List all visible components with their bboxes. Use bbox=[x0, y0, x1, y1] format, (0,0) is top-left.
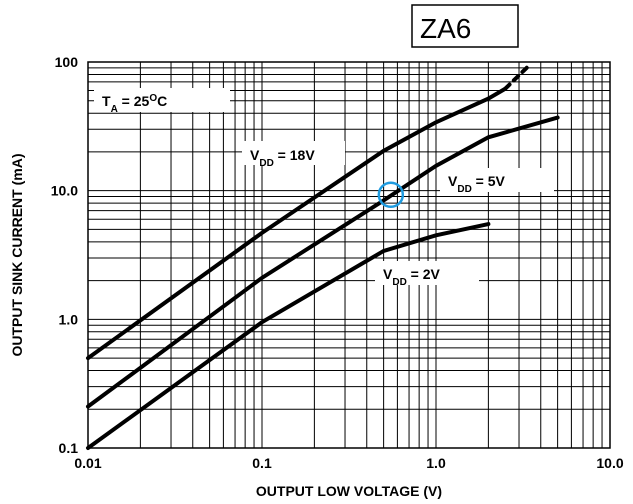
grid bbox=[88, 62, 610, 448]
y-axis-label: OUTPUT SINK CURRENT (mA) bbox=[9, 154, 25, 357]
label-part: V bbox=[250, 147, 260, 163]
x-tick-label: 0.1 bbox=[252, 455, 272, 471]
label-part: = 2V bbox=[407, 266, 441, 282]
badge: ZA6 bbox=[420, 13, 471, 44]
curve-dashed bbox=[503, 64, 531, 91]
label-part: DD bbox=[259, 158, 273, 169]
marker bbox=[377, 181, 405, 208]
x-tick-label: 1.0 bbox=[426, 455, 446, 471]
label-part: DD bbox=[457, 184, 471, 195]
series-label: VDD = 2V bbox=[383, 266, 441, 288]
curve bbox=[86, 115, 560, 409]
label-part: = 18V bbox=[274, 147, 316, 163]
label-part: A bbox=[111, 104, 118, 115]
label-part: C bbox=[157, 93, 167, 109]
badge-box bbox=[411, 4, 519, 48]
series-label: VDD = 18V bbox=[250, 147, 315, 169]
label-box bbox=[94, 88, 230, 112]
label-box bbox=[375, 261, 479, 285]
series-label: VDD = 5V bbox=[448, 173, 506, 195]
label-part: = 5V bbox=[472, 173, 506, 189]
annotation: TA = 25OC bbox=[102, 93, 167, 115]
plot-frame bbox=[87, 61, 611, 449]
y-tick-label: 100 bbox=[55, 54, 79, 70]
y-tick-label: 1.0 bbox=[59, 311, 79, 327]
label-part: T bbox=[102, 93, 111, 109]
label-box bbox=[440, 168, 554, 192]
y-tick-label: 10.0 bbox=[51, 183, 78, 199]
label-part: O bbox=[149, 93, 157, 104]
label-part: DD bbox=[392, 277, 406, 288]
y-tick-label: 0.1 bbox=[59, 440, 79, 456]
x-tick-label: 10.0 bbox=[596, 455, 623, 471]
curve bbox=[86, 86, 508, 361]
curve bbox=[86, 222, 491, 450]
x-axis-label: OUTPUT LOW VOLTAGE (V) bbox=[256, 483, 442, 499]
label-part: = 25 bbox=[118, 93, 150, 109]
label-part: V bbox=[448, 173, 458, 189]
x-tick-label: 0.01 bbox=[74, 455, 101, 471]
label-part: V bbox=[383, 266, 393, 282]
label-box bbox=[242, 141, 345, 165]
